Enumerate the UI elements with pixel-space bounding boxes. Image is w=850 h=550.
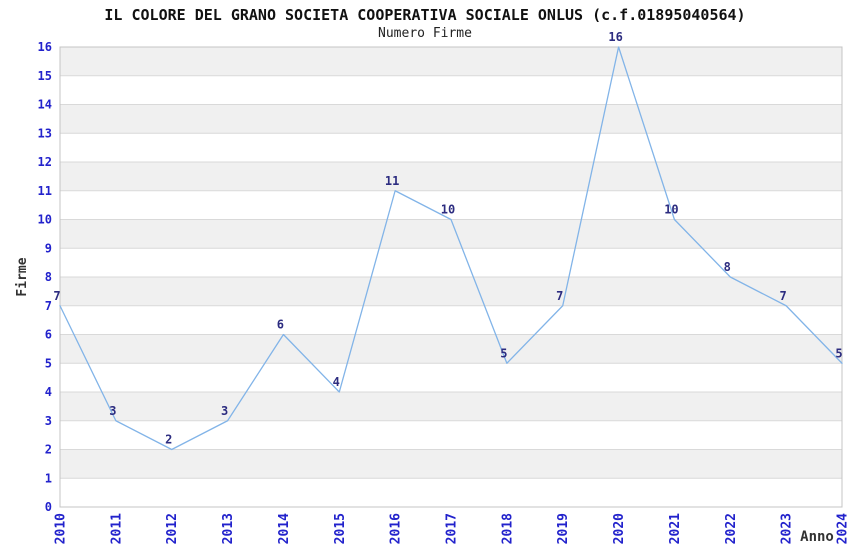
y-tick-label: 11 <box>38 184 52 198</box>
y-tick-label: 10 <box>38 213 52 227</box>
x-tick-label: 2019 <box>556 513 571 544</box>
data-point-label: 7 <box>53 289 60 303</box>
x-tick-label: 2018 <box>500 513 515 544</box>
x-tick-label: 2016 <box>389 513 404 544</box>
y-tick-label: 9 <box>45 241 52 255</box>
x-tick-label: 2012 <box>165 513 180 544</box>
data-line <box>59 46 843 451</box>
chart-subtitle: Numero Firme <box>378 26 472 41</box>
x-tick-label: 2024 <box>836 513 850 544</box>
x-tick-label: 2020 <box>612 513 627 544</box>
plot-band <box>60 449 842 479</box>
x-tick-label: 2014 <box>277 513 292 544</box>
y-tick-label: 1 <box>45 471 52 485</box>
chart-title: IL COLORE DEL GRANO SOCIETA COOPERATIVA … <box>104 6 746 24</box>
plot-band <box>60 219 842 249</box>
y-tick-label: 14 <box>38 98 52 112</box>
plot-band <box>60 162 842 191</box>
data-point-label: 3 <box>109 404 116 418</box>
plot-band <box>60 104 842 134</box>
data-point-label: 5 <box>835 346 842 360</box>
x-axis-title: Anno <box>800 529 834 545</box>
data-point-label: 7 <box>556 289 563 303</box>
data-point-label: 5 <box>500 346 507 360</box>
x-tick-label: 2010 <box>54 513 69 544</box>
y-axis-title: Firme <box>15 257 30 296</box>
plot-border <box>59 46 843 508</box>
y-tick-label: 3 <box>45 414 52 428</box>
x-tick-label: 2021 <box>668 513 683 544</box>
y-tick-label: 5 <box>45 356 52 370</box>
plot-band <box>60 334 842 364</box>
y-tick-label: 6 <box>45 328 52 342</box>
plot-band <box>60 277 842 306</box>
x-tick-label: 2015 <box>333 513 348 544</box>
data-point-label: 16 <box>608 30 622 44</box>
x-tick-label: 2011 <box>109 513 124 544</box>
y-tick-label: 2 <box>45 443 52 457</box>
y-tick-label: 13 <box>38 126 52 140</box>
data-point-label: 2 <box>165 433 172 447</box>
data-point-label: 10 <box>441 203 455 217</box>
data-point-label: 3 <box>221 404 228 418</box>
x-tick-label: 2022 <box>724 513 739 544</box>
y-tick-label: 16 <box>38 40 52 54</box>
data-point-label: 10 <box>664 203 678 217</box>
data-point-label: 6 <box>277 318 284 332</box>
x-tick-label: 2023 <box>780 513 795 544</box>
y-tick-label: 15 <box>38 69 52 83</box>
y-tick-label: 12 <box>38 155 52 169</box>
data-point-label: 11 <box>385 174 399 188</box>
y-tick-label: 0 <box>45 500 52 514</box>
plot-band <box>60 47 842 76</box>
x-tick-label: 2017 <box>445 513 460 544</box>
data-point-label: 8 <box>724 260 731 274</box>
x-tick-label: 2013 <box>221 513 236 544</box>
y-tick-label: 7 <box>45 299 52 313</box>
y-tick-label: 8 <box>45 270 52 284</box>
data-point-label: 7 <box>780 289 787 303</box>
data-point-label: 4 <box>333 375 340 389</box>
y-tick-label: 4 <box>45 385 52 399</box>
plot-band <box>60 392 842 421</box>
